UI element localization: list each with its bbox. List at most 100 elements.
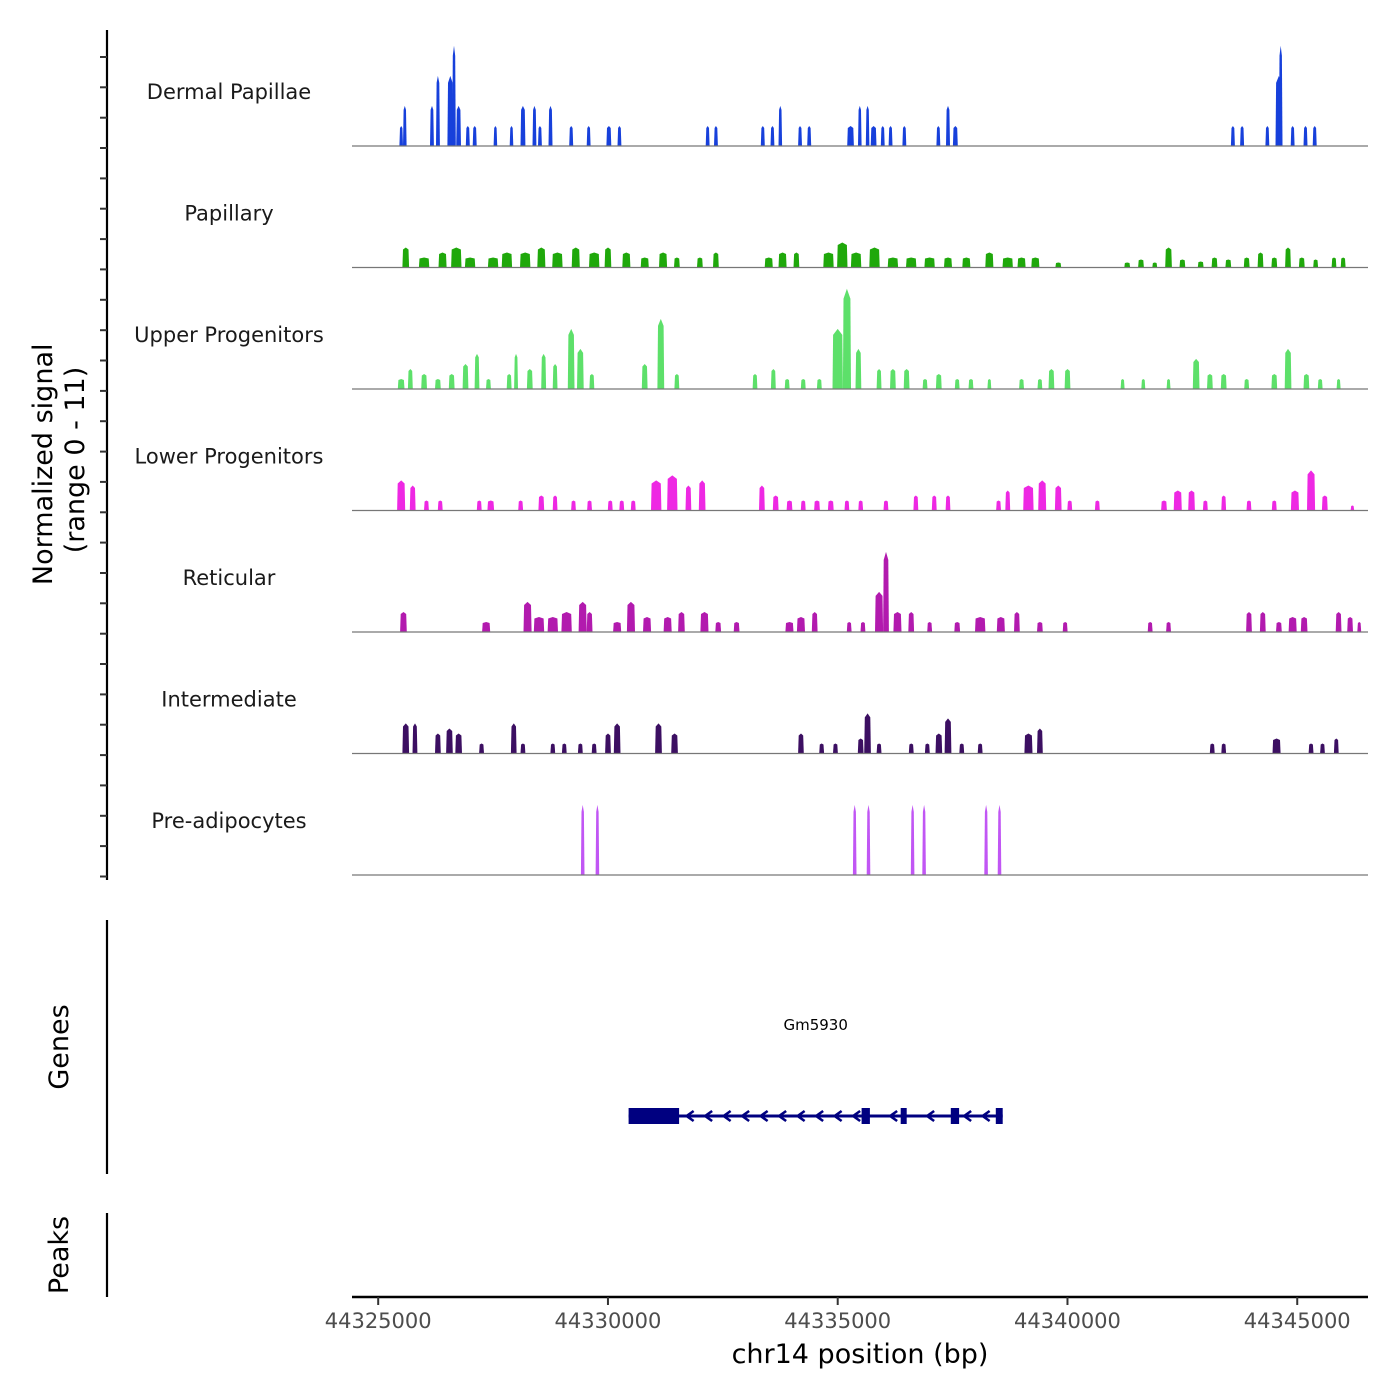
- signal-peak: [402, 247, 410, 268]
- signal-peak: [641, 364, 648, 389]
- signal-peak: [1037, 379, 1043, 389]
- signal-peak: [931, 495, 937, 511]
- signal-peak: [1230, 126, 1235, 146]
- signal-peak: [402, 723, 410, 754]
- x-axis-title: chr14 position (bp): [732, 1339, 989, 1370]
- signal-peak: [605, 733, 611, 754]
- signal-peak: [1138, 259, 1144, 268]
- signal-peak: [1166, 379, 1171, 389]
- signal-peak: [1290, 126, 1295, 146]
- signal-peak: [887, 257, 899, 268]
- signal-peak: [657, 318, 665, 389]
- signal-peak: [997, 804, 1002, 875]
- track-upper-progenitors: Upper Progenitors: [134, 288, 1368, 390]
- signal-peak: [1055, 262, 1062, 268]
- signal-peak: [589, 252, 600, 268]
- signal-peak: [1188, 490, 1195, 511]
- strand-arrow: [739, 1109, 750, 1123]
- signal-peak: [910, 804, 915, 875]
- signal-peak: [591, 743, 597, 754]
- signal-peak: [793, 252, 800, 268]
- signal-peak: [452, 45, 456, 146]
- signal-peak: [482, 622, 491, 632]
- signal-peak: [506, 374, 512, 389]
- signal-peak: [880, 126, 885, 146]
- signal-peak: [607, 500, 613, 511]
- signal-peak: [595, 804, 600, 875]
- signal-peak: [626, 601, 635, 632]
- signal-peak: [778, 252, 787, 268]
- signal-peak: [1192, 358, 1200, 389]
- signal-peak: [476, 500, 482, 511]
- signal-peak: [613, 622, 622, 632]
- signal-peak: [532, 105, 537, 146]
- signal-y-axis-title-line-1: Normalized signal: [28, 344, 59, 586]
- signal-peak: [397, 379, 405, 389]
- signal-peak: [397, 480, 406, 511]
- signal-peak: [1347, 617, 1353, 632]
- signal-peak: [604, 247, 612, 268]
- signal-peak: [435, 379, 441, 389]
- signal-peak: [462, 364, 469, 389]
- signal-peak: [1038, 480, 1047, 511]
- signal-peak: [913, 495, 919, 511]
- gene-label: Gm5930: [783, 1016, 847, 1034]
- strand-arrow: [961, 1109, 972, 1123]
- strand-arrow: [850, 1109, 861, 1123]
- signal-peak: [578, 601, 587, 632]
- signal-peak: [1064, 369, 1071, 389]
- signal-peak: [844, 500, 850, 511]
- signal-peak: [1350, 505, 1355, 511]
- signal-peak: [520, 105, 526, 146]
- genes-panel-label: Genes: [44, 1004, 75, 1089]
- signal-peak: [1152, 262, 1158, 268]
- signal-peak: [816, 379, 822, 389]
- strand-arrow: [702, 1109, 713, 1123]
- signal-peak: [1272, 738, 1281, 754]
- signal-peak: [864, 713, 871, 754]
- signal-peak: [977, 743, 983, 754]
- signal-peak: [421, 374, 427, 389]
- signal-peak: [954, 379, 960, 389]
- signal-y-axis-title: Normalized signal (range 0 - 11): [28, 335, 91, 585]
- signal-peak: [520, 743, 526, 754]
- signal-peak: [906, 257, 917, 268]
- signal-peak: [409, 485, 416, 511]
- signal-peak: [1278, 45, 1283, 146]
- x-axis: 44325000 44330000 44335000 44340000 44345000: [325, 1295, 1368, 1333]
- signal-peak: [561, 743, 567, 754]
- signal-peak: [784, 379, 790, 389]
- signal-peak: [1094, 500, 1100, 511]
- signal-peak: [464, 257, 476, 268]
- signal-peak: [778, 105, 783, 146]
- signal-peak: [1165, 247, 1172, 268]
- signal-peak: [985, 252, 994, 268]
- signal-peak: [1336, 379, 1341, 389]
- signal-peak: [412, 723, 418, 754]
- signal-peak: [855, 348, 862, 389]
- x-tick-label: 44325000: [325, 1309, 432, 1333]
- gene-exon: [950, 1108, 960, 1124]
- gene-track: Gm5930: [628, 1016, 1003, 1124]
- track-reticular: Reticular: [183, 551, 1368, 633]
- signal-peak: [1161, 500, 1167, 511]
- signal-peak: [1017, 257, 1026, 268]
- signal-peak: [902, 126, 907, 146]
- signal-peak: [697, 257, 703, 268]
- track-label: Upper Progenitors: [134, 323, 324, 347]
- signal-y-axis: [100, 30, 109, 880]
- signal-peak: [852, 804, 857, 875]
- signal-peak: [1037, 622, 1043, 632]
- signal-peak: [1308, 743, 1314, 754]
- signal-peak: [876, 743, 882, 754]
- track-intermediate: Intermediate: [161, 688, 1368, 755]
- signal-peak: [1340, 257, 1346, 268]
- signal-peak: [800, 379, 806, 389]
- signal-peak: [946, 105, 950, 146]
- gene-gm5930: Gm5930: [628, 1016, 1003, 1124]
- signal-peak: [474, 353, 480, 389]
- signal-peak: [1290, 490, 1299, 511]
- signal-peak: [617, 126, 622, 146]
- signal-peak: [455, 733, 462, 754]
- signal-peak: [550, 743, 556, 754]
